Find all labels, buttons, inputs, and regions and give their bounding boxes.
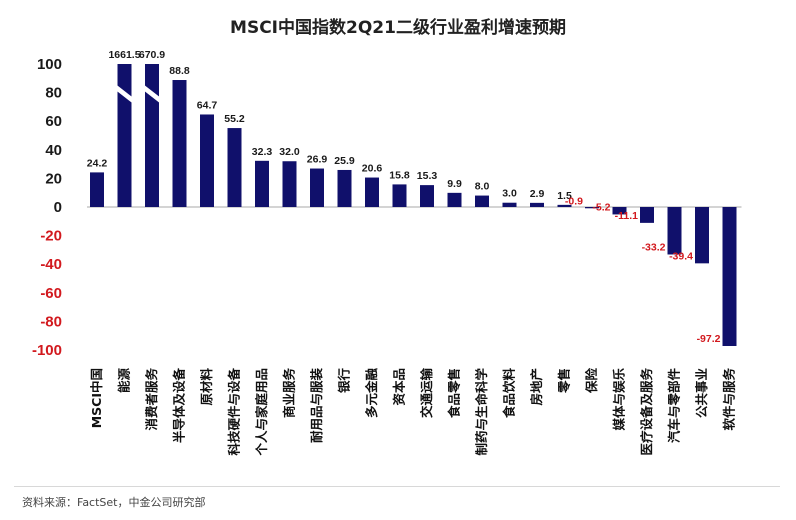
- data-label: 15.3: [417, 170, 438, 182]
- bar: [172, 80, 187, 207]
- data-label: 88.8: [169, 65, 190, 77]
- x-tick-label: 能源: [117, 368, 132, 394]
- bar-series: [90, 64, 737, 346]
- bar: [612, 207, 627, 215]
- x-axis: MSCI中国 能源 消费者服务 半导体及设备 原材料 科技硬件与设备 个人与家庭用品 商业服务…: [89, 368, 737, 457]
- bar: [557, 204, 572, 207]
- y-tick-label: -100: [32, 342, 62, 359]
- x-tick-label: 零售: [557, 368, 572, 394]
- y-tick-label: 20: [45, 170, 62, 187]
- x-tick-label: 制药与生命科学: [474, 368, 489, 456]
- bar: [117, 64, 132, 207]
- data-label: 25.9: [334, 155, 355, 167]
- y-tick-label: 0: [54, 199, 62, 216]
- data-label: -33.2: [642, 241, 666, 253]
- data-label: 20.6: [362, 163, 383, 175]
- x-tick-label: 半导体及设备: [172, 368, 187, 444]
- y-tick-label: -80: [40, 313, 62, 330]
- data-label: 8.0: [475, 181, 490, 193]
- chart-title: MSCI中国指数2Q21二级行业盈利增速预期: [230, 17, 566, 38]
- data-label: 670.9: [139, 49, 165, 61]
- x-tick-label: 耐用品与服装: [309, 368, 324, 444]
- data-label: 64.7: [197, 99, 218, 111]
- bar: [722, 207, 737, 346]
- bar: [420, 185, 434, 207]
- data-label: 55.2: [224, 113, 245, 125]
- data-label: 1661.5: [108, 49, 140, 61]
- y-tick-label: -60: [40, 285, 62, 302]
- x-tick-label: 商业服务: [282, 368, 297, 419]
- bar: [530, 202, 544, 207]
- data-label: -39.4: [669, 250, 693, 262]
- bar: [200, 114, 214, 207]
- bar: [640, 207, 654, 223]
- y-tick-label: 60: [45, 113, 62, 130]
- x-tick-label: MSCI中国: [89, 368, 104, 428]
- data-label: 2.9: [530, 188, 545, 200]
- x-tick-label: 媒体与娱乐: [612, 368, 627, 431]
- x-tick-label: 银行: [337, 368, 352, 394]
- axis-break-mark: [115, 84, 134, 104]
- bar: [365, 177, 379, 207]
- data-label: 32.0: [279, 146, 300, 158]
- data-label: 26.9: [307, 154, 328, 166]
- data-label: 32.3: [252, 146, 273, 158]
- bar: [392, 184, 407, 207]
- x-tick-label: 房地产: [529, 368, 544, 406]
- data-label: 24.2: [87, 157, 108, 169]
- bar: [337, 169, 352, 207]
- data-label: -5.2: [592, 201, 610, 213]
- x-tick-label: 医疗设备及服务: [639, 368, 654, 456]
- x-tick-label: 软件与服务: [722, 368, 737, 431]
- bar: [282, 161, 297, 207]
- bar: [585, 207, 599, 209]
- data-label: 3.0: [502, 188, 517, 200]
- footer-divider: [14, 486, 780, 487]
- y-tick-label: -40: [40, 256, 62, 273]
- y-tick-label: 40: [45, 142, 62, 159]
- bar: [667, 207, 682, 255]
- bar: [255, 160, 269, 207]
- x-tick-label: 科技硬件与设备: [227, 368, 242, 456]
- data-label: 15.8: [389, 169, 410, 181]
- bar: [695, 207, 709, 264]
- bar: [310, 168, 324, 207]
- bar: [90, 172, 104, 207]
- bar: [475, 195, 489, 207]
- bar: [447, 192, 462, 207]
- data-label: -97.2: [697, 333, 721, 345]
- x-tick-label: 公共事业: [694, 368, 709, 419]
- x-tick-label: 食品饮料: [502, 368, 517, 420]
- x-tick-label: 汽车与零部件: [667, 368, 682, 444]
- x-tick-label: 保险: [584, 368, 599, 395]
- bar: [502, 202, 517, 207]
- bar: [145, 64, 159, 207]
- x-tick-label: 个人与家庭用品: [254, 368, 269, 457]
- data-label: -0.9: [565, 195, 583, 207]
- x-tick-label: 食品零售: [447, 368, 462, 419]
- x-tick-label: 资本品: [392, 368, 407, 406]
- x-tick-label: 消费者服务: [144, 368, 159, 431]
- data-label: -11.1: [615, 210, 639, 222]
- y-tick-label: -20: [40, 228, 62, 245]
- bar-chart: MSCI中国指数2Q21二级行业盈利增速预期 100 80 60 40 20 0 -20 -4…: [32, 17, 742, 457]
- bar: [227, 128, 242, 207]
- y-tick-label: 100: [37, 56, 62, 73]
- data-label: 9.9: [447, 178, 462, 190]
- x-tick-label: 原材料: [199, 368, 214, 406]
- x-tick-label: 多元金融: [364, 368, 379, 419]
- y-tick-label: 80: [45, 85, 62, 102]
- x-tick-label: 交通运输: [419, 368, 434, 419]
- axis-break-mark: [143, 84, 161, 104]
- y-axis: 100 80 60 40 20 0 -20 -40 -60 -80 -100: [32, 56, 742, 359]
- data-label: 1.5: [557, 190, 572, 202]
- source-note: 资料来源：FactSet，中金公司研究部: [22, 496, 206, 509]
